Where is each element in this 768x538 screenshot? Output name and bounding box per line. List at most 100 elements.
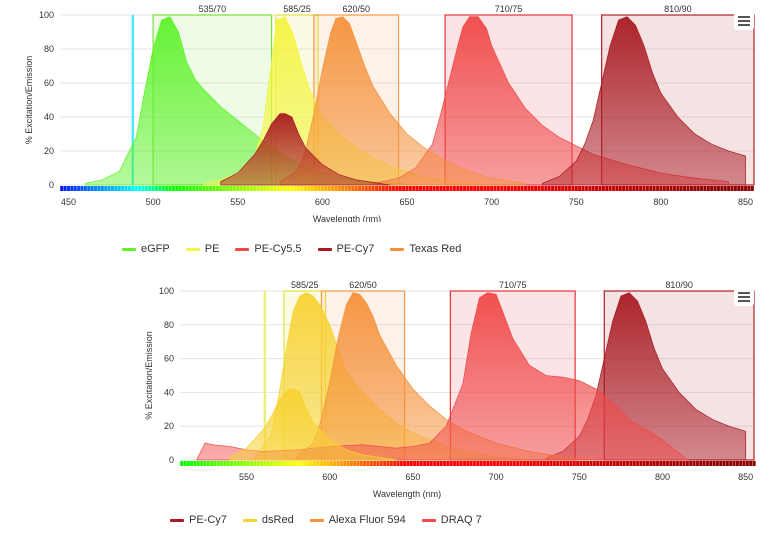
wavelength-strip-segment xyxy=(253,461,257,466)
legend-item-pe-cy7[interactable]: PE-Cy7 xyxy=(170,514,227,526)
filter-label: 620/50 xyxy=(342,4,370,14)
wavelength-strip-segment xyxy=(114,186,118,191)
legend-item-alexa-fluor-594[interactable]: Alexa Fluor 594 xyxy=(309,514,406,526)
wavelength-strip-segment xyxy=(189,461,194,466)
wavelength-strip-segment xyxy=(449,186,453,191)
wavelength-strip-segment xyxy=(219,186,223,191)
wavelength-strip-segment xyxy=(110,186,115,191)
wavelength-strip-segment xyxy=(148,186,152,191)
wavelength-strip-segment xyxy=(679,186,683,191)
wavelength-strip-segment xyxy=(225,186,230,191)
wavelength-strip-segment xyxy=(409,461,413,466)
wavelength-strip-segment xyxy=(517,186,521,191)
wavelength-strip-segment xyxy=(316,461,320,466)
wavelength-strip-segment xyxy=(737,186,741,191)
y-tick-label: 40 xyxy=(164,387,174,397)
wavelength-strip-segment xyxy=(384,186,389,191)
wavelength-strip-segment xyxy=(506,186,511,191)
wavelength-strip-segment xyxy=(439,461,443,466)
wavelength-strip-segment xyxy=(459,461,463,466)
wavelength-strip-segment xyxy=(519,461,523,466)
spectrum-texas-red[interactable] xyxy=(279,16,526,186)
wavelength-strip-segment xyxy=(609,461,613,466)
wavelength-strip-segment xyxy=(351,186,355,191)
wavelength-strip-segment xyxy=(249,186,253,191)
wavelength-strip-segment xyxy=(632,186,636,191)
wavelength-strip-segment xyxy=(364,186,369,191)
wavelength-strip-segment xyxy=(293,461,297,466)
wavelength-strip-segment xyxy=(675,461,680,466)
wavelength-strip-segment xyxy=(293,186,297,191)
wavelength-strip-segment xyxy=(595,461,600,466)
wavelength-strip-segment xyxy=(392,461,397,466)
wavelength-strip-segment xyxy=(336,461,340,466)
wavelength-strip-segment xyxy=(327,186,331,191)
wavelength-strip-segment xyxy=(589,461,593,466)
wavelength-strip-segment xyxy=(60,186,64,191)
spectrum-pe-excitation[interactable] xyxy=(220,113,391,186)
legend-item-dsred[interactable]: dsRed xyxy=(242,514,294,526)
wavelength-strip-segment xyxy=(715,461,720,466)
wavelength-strip-segment xyxy=(396,461,400,466)
wavelength-strip-segment xyxy=(266,461,270,466)
wavelength-strip-segment xyxy=(151,186,155,191)
wavelength-strip-segment xyxy=(659,186,663,191)
hamburger-icon-bar xyxy=(738,24,750,26)
wavelength-strip-segment xyxy=(571,186,575,191)
wavelength-strip-segment xyxy=(263,461,267,466)
wavelength-strip-segment xyxy=(725,461,730,466)
wavelength-strip-segment xyxy=(592,461,596,466)
legend-swatch xyxy=(185,247,200,251)
filter-label: 535/70 xyxy=(199,4,227,14)
legend-item-pe[interactable]: PE xyxy=(185,243,219,255)
hamburger-icon-bar xyxy=(738,20,750,22)
chart2-menu-button[interactable] xyxy=(734,288,754,306)
wavelength-strip-segment xyxy=(500,186,504,191)
wavelength-strip-segment xyxy=(645,461,650,466)
wavelength-strip-segment xyxy=(180,461,184,466)
wavelength-strip-segment xyxy=(347,186,352,191)
legend-label: PE-Cy7 xyxy=(189,514,227,526)
x-tick-label: 850 xyxy=(738,197,753,207)
wavelength-strip-segment xyxy=(639,461,643,466)
wavelength-strip-segment xyxy=(625,461,630,466)
wavelength-strip-segment xyxy=(479,461,483,466)
wavelength-strip-segment xyxy=(569,461,573,466)
wavelength-strip-segment xyxy=(97,186,101,191)
wavelength-strip-segment xyxy=(389,461,393,466)
spectrum-pe-cy7[interactable] xyxy=(542,16,746,186)
wavelength-strip-segment xyxy=(742,461,746,466)
wavelength-strip-segment xyxy=(502,461,507,466)
wavelength-strip-segment xyxy=(709,461,713,466)
wavelength-strip-segment xyxy=(743,186,748,191)
wavelength-strip-segment xyxy=(588,186,592,191)
wavelength-strip-segment xyxy=(215,186,220,191)
wavelength-strip-segment xyxy=(422,461,427,466)
wavelength-strip-segment xyxy=(386,461,390,466)
wavelength-strip-segment xyxy=(181,186,186,191)
spectrum-pe-excitation[interactable] xyxy=(229,388,397,461)
wavelength-strip-segment xyxy=(279,461,284,466)
y-axis-label: % Excitation/Emission xyxy=(144,331,154,420)
chart1-menu-button[interactable] xyxy=(734,12,754,30)
legend-item-texas-red[interactable]: Texas Red xyxy=(390,243,461,255)
wavelength-strip-segment xyxy=(446,461,450,466)
wavelength-strip-segment xyxy=(223,461,227,466)
wavelength-strip-segment xyxy=(266,186,270,191)
wavelength-strip-segment xyxy=(642,461,646,466)
wavelength-strip-segment xyxy=(449,461,453,466)
wavelength-strip-segment xyxy=(672,461,676,466)
legend-item-draq-7[interactable]: DRAQ 7 xyxy=(421,514,482,526)
wavelength-strip-segment xyxy=(557,186,562,191)
wavelength-strip-segment xyxy=(222,186,226,191)
wavelength-strip-segment xyxy=(236,186,240,191)
legend-item-pe-cy7[interactable]: PE-Cy7 xyxy=(317,243,374,255)
wavelength-strip-segment xyxy=(256,461,260,466)
legend-item-pe-cy5-5[interactable]: PE-Cy5.5 xyxy=(235,243,302,255)
legend-swatch xyxy=(309,518,324,522)
wavelength-strip-segment xyxy=(712,461,716,466)
wavelength-strip-segment xyxy=(406,461,410,466)
wavelength-strip-segment xyxy=(382,461,387,466)
legend-item-egfp[interactable]: eGFP xyxy=(122,243,170,255)
wavelength-strip-segment xyxy=(652,186,656,191)
